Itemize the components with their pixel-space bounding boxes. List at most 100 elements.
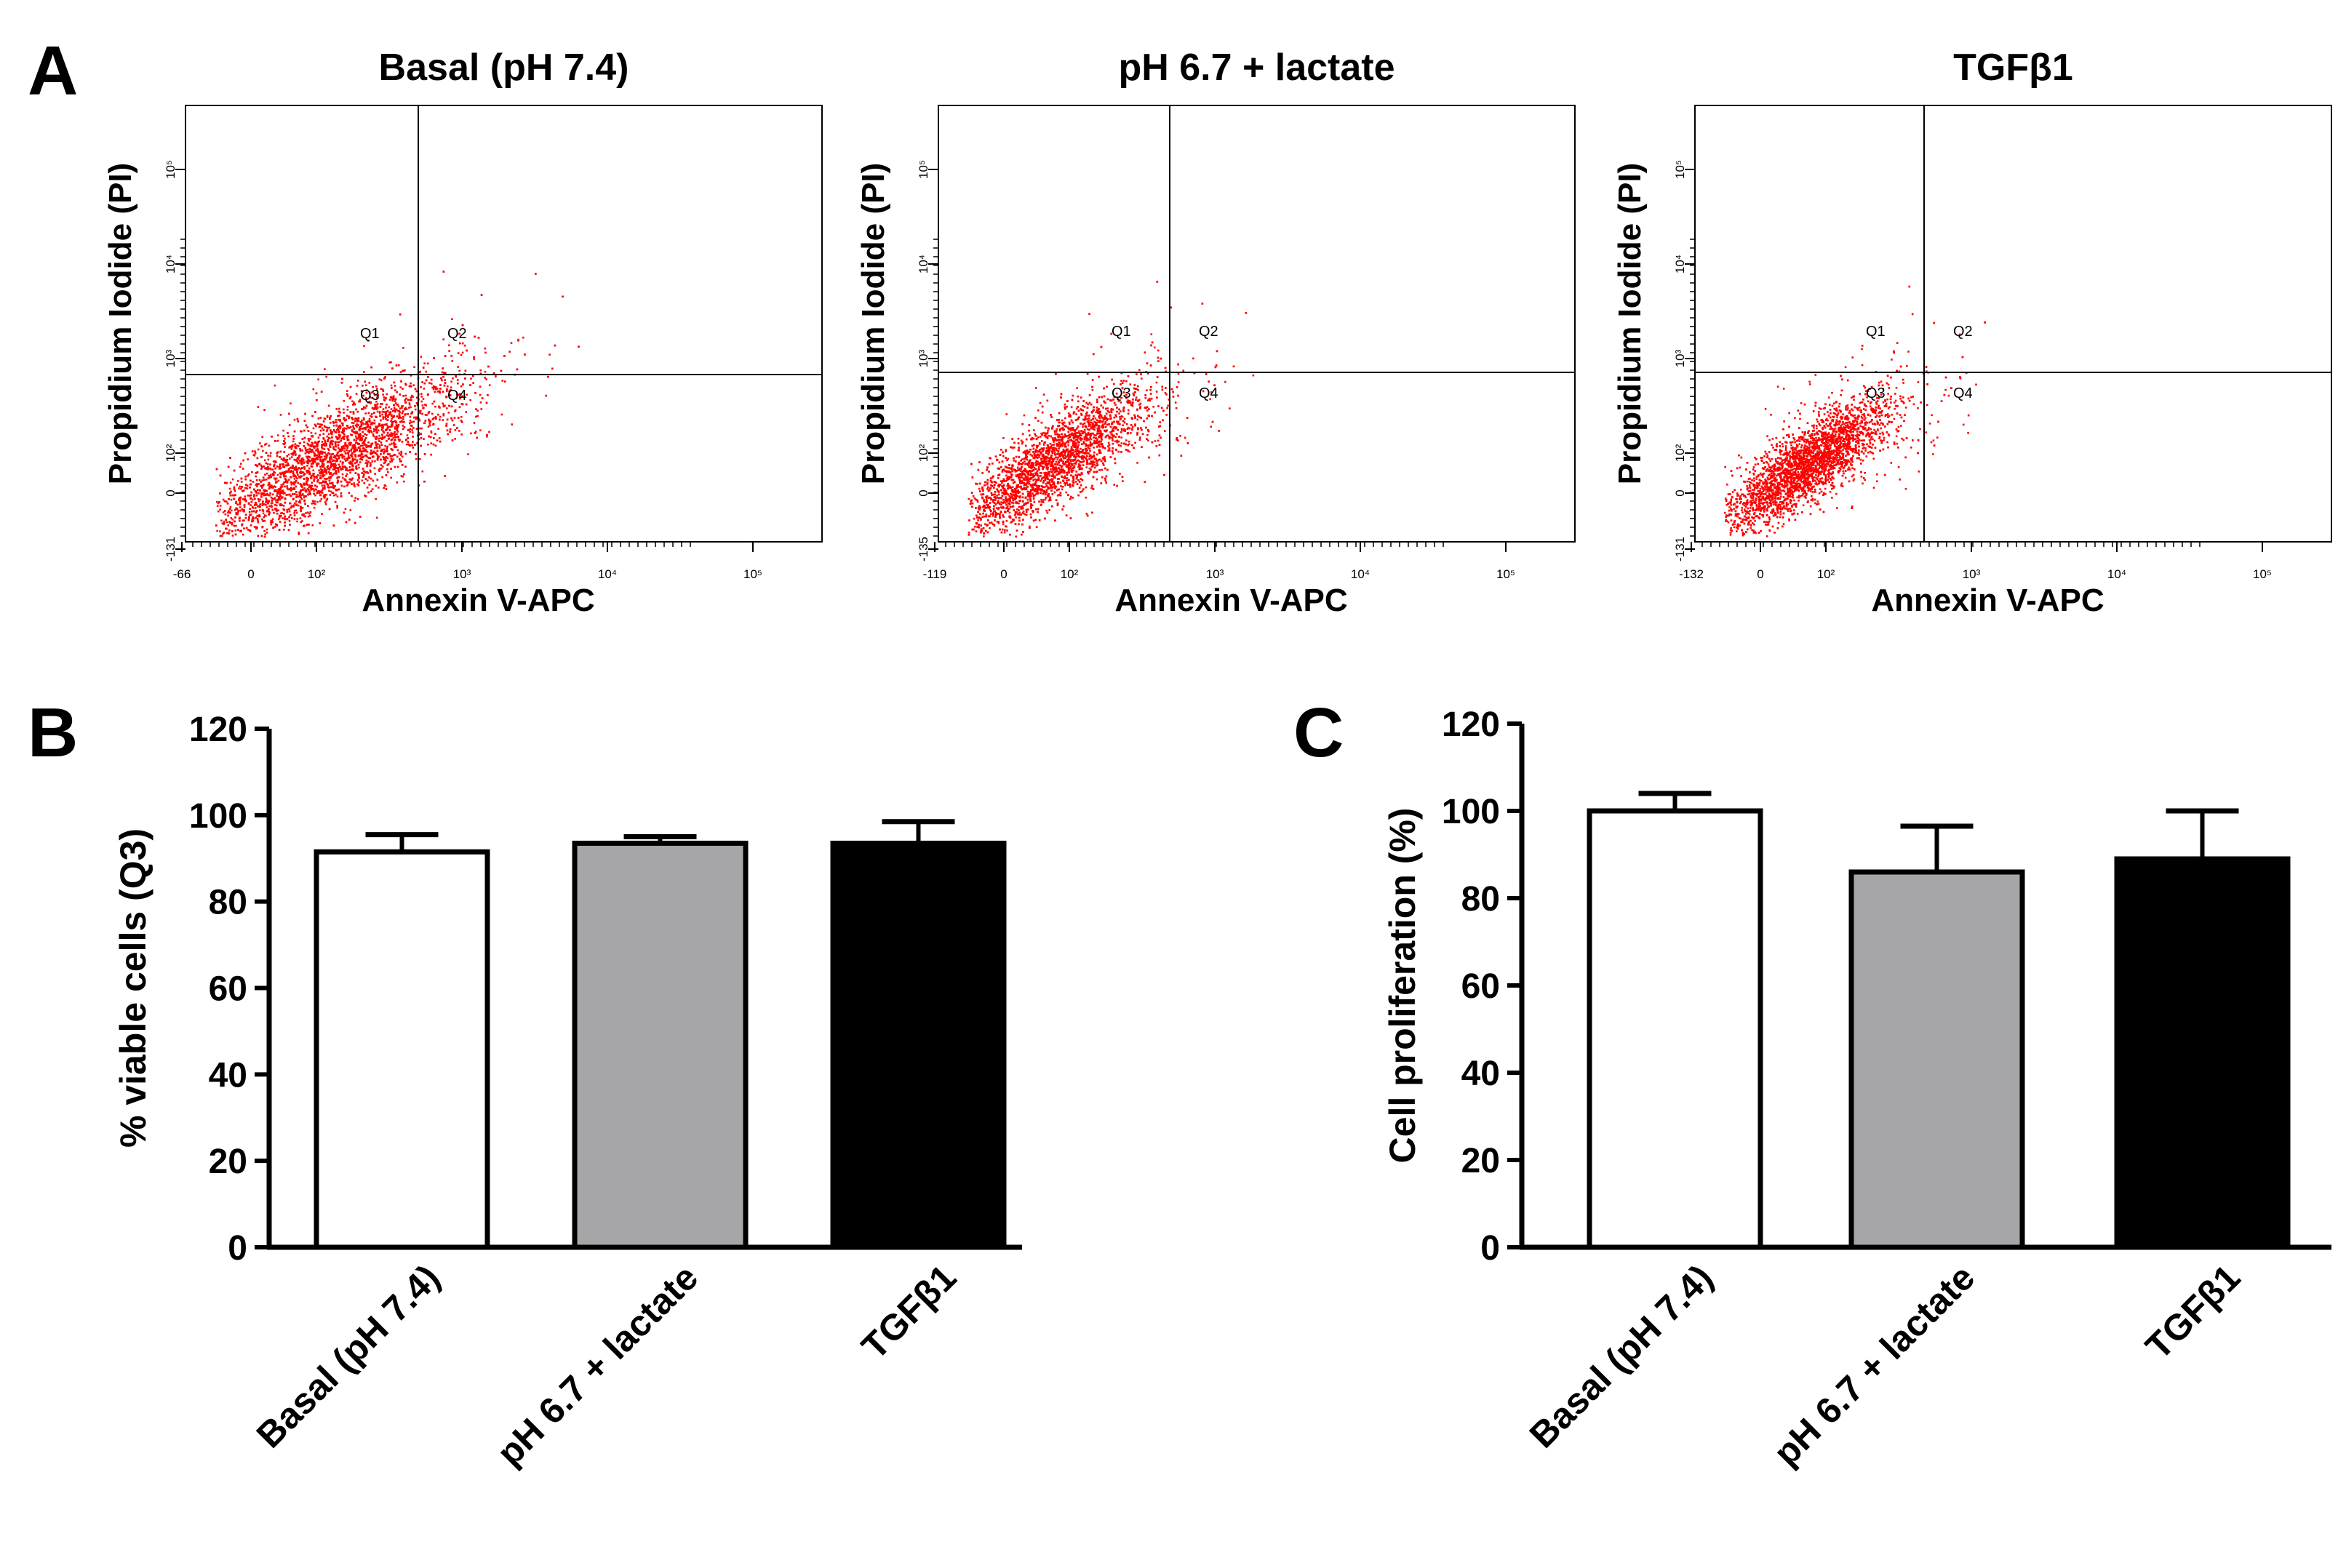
scatter-point [324,501,327,503]
scatter-point [370,423,373,425]
scatter-point [383,451,386,453]
scatter-point [319,452,322,455]
scatter-point [250,494,252,497]
scatter-point [249,495,251,497]
scatter-point [379,415,381,417]
scatter-point [328,508,331,511]
scatter-point [229,492,231,495]
scatter-point [312,427,315,430]
scatter-point [298,445,300,447]
scatter-point [295,491,298,493]
scatter-point [358,476,360,479]
scatter-point [362,428,364,430]
scatter-point [370,471,372,473]
scatter-point [247,529,250,531]
scatter-point [352,468,354,471]
scatter-point [303,474,305,476]
scatter-point [244,495,246,497]
scatter-point [312,460,314,463]
scatter-point [488,384,491,386]
scatter-point [255,526,258,528]
scatter-point [226,532,228,535]
plot-title: Basal (pH 7.4) [379,47,629,89]
scatter-point [318,469,320,472]
scatter-point [329,417,331,420]
scatter-point [398,452,401,455]
scatter-point [431,386,434,389]
scatter-point [311,474,314,477]
scatter-point [271,500,274,502]
scatter-point [342,447,345,449]
scatter-point [292,472,295,474]
scatter-point [396,449,399,452]
scatter-point [376,443,379,445]
scatter-point [282,489,284,492]
scatter-point [350,462,353,465]
scatter-point [486,433,488,436]
scatter-point [315,425,317,428]
scatter-point [344,508,347,511]
scatter-point [390,432,393,434]
scatter-point [257,406,260,408]
scatter-point [484,351,487,354]
scatter-point [312,457,314,460]
scatter-point [290,452,293,455]
scatter-point [1093,447,1095,449]
scatter-point [248,517,250,519]
scatter-point [311,449,313,452]
scatter-point [370,452,372,455]
scatter-point [381,449,383,451]
scatter-point [392,436,395,439]
scatter-point [327,449,330,451]
scatter-point [394,385,396,387]
scatter-point [426,362,429,365]
scatter-point [388,413,391,416]
scatter-point [370,452,373,455]
scatter-point [391,455,394,457]
scatter-point [277,492,280,494]
scatter-point [335,424,338,427]
scatter-point [1106,434,1109,436]
quadrant-label-q4: Q4 [447,388,467,404]
scatter-point [441,371,444,374]
scatter-point [434,385,437,388]
scatter-point [310,460,313,462]
scatter-point [282,517,284,519]
scatter-point [279,472,282,474]
scatter-point [251,520,253,523]
scatter-point [300,430,302,433]
scatter-point [314,432,317,435]
scatter-point [323,494,325,497]
scatter-point [219,474,222,477]
scatter-point [276,501,279,504]
scatter-point [398,417,400,420]
scatter-point [260,493,263,496]
scatter-point [321,469,323,471]
scatter-point [1179,435,1181,437]
scatter-point [322,437,324,439]
scatter-point [330,473,332,475]
scatter-point [298,460,301,462]
quadrant-label-q2: Q2 [447,326,467,342]
scatter-point [348,415,351,418]
scatter-point [321,446,323,449]
scatter-point [399,439,401,441]
scatter-point [275,477,278,480]
scatter-point [391,432,394,435]
scatter-point [375,415,377,418]
scatter-point [448,350,450,352]
scatter-point [322,429,325,431]
scatter-point [282,435,285,437]
scatter-point [259,505,261,508]
scatter-point [357,436,360,439]
scatter-point [414,405,416,407]
scatter-point [346,395,349,397]
scatter-point [409,428,411,431]
scatter-point [325,472,328,475]
scatter-point [240,487,242,490]
scatter-point [368,417,371,420]
scatter-point [384,457,386,460]
scatter-point [328,468,331,471]
scatter-point [992,498,994,501]
scatter-point [1057,452,1060,455]
